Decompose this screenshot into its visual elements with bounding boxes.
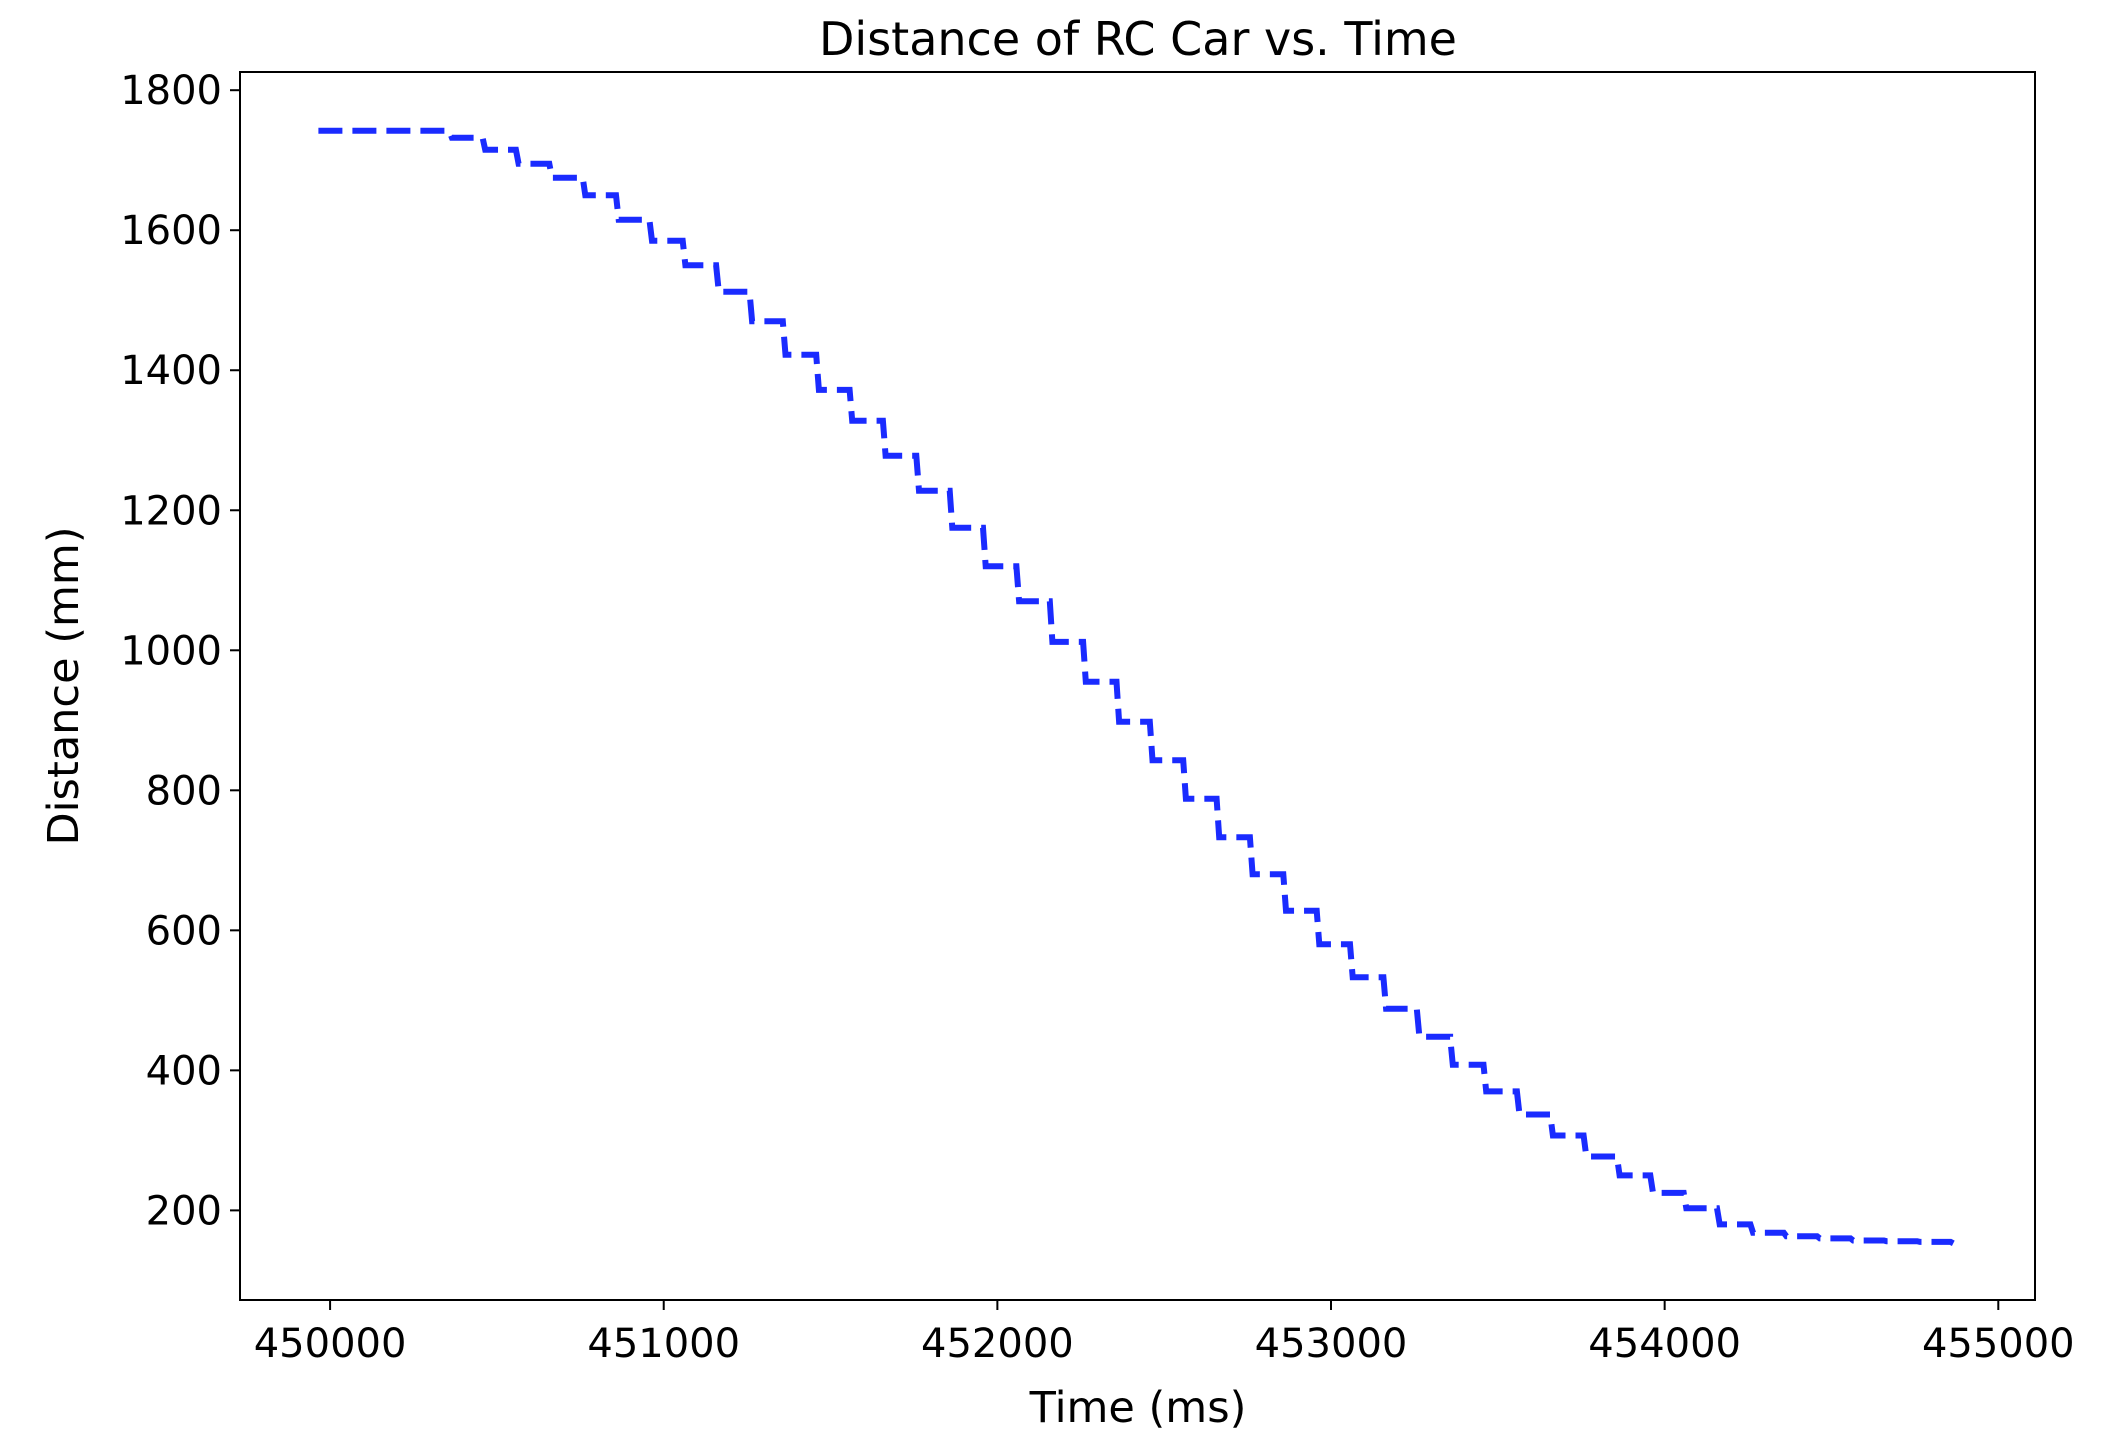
y-tick-label: 600 <box>146 908 222 954</box>
x-tick-label: 452000 <box>921 1321 1074 1367</box>
series-line-0 <box>318 127 1955 1246</box>
y-tick-label: 200 <box>146 1188 222 1234</box>
plot-frame <box>239 71 2036 1301</box>
plot-area <box>318 127 1955 1246</box>
x-tick-label: 451000 <box>587 1321 740 1367</box>
y-tick-label: 400 <box>146 1048 222 1094</box>
chart-title: Distance of RC Car vs. Time <box>819 12 1457 66</box>
x-tick-label: 453000 <box>1255 1321 1408 1367</box>
y-tick-label: 1400 <box>120 348 222 394</box>
y-tick-label: 1000 <box>120 628 222 674</box>
y-axis-label: Distance (mm) <box>39 526 89 845</box>
x-axis: 450000 451000 452000 453000 454000 455000 <box>254 1300 2075 1367</box>
y-tick-label: 1800 <box>120 68 222 114</box>
x-tick-label: 450000 <box>254 1321 407 1367</box>
x-tick-label: 454000 <box>1588 1321 1741 1367</box>
y-tick-label: 1600 <box>120 208 222 254</box>
y-tick-label: 800 <box>146 768 222 814</box>
y-axis: 200 400 600 800 1000 1200 1400 1600 1800 <box>120 68 240 1234</box>
y-tick-label: 1200 <box>120 488 222 534</box>
x-tick-label: 455000 <box>1922 1321 2075 1367</box>
x-axis-label: Time (ms) <box>1029 1383 1247 1433</box>
